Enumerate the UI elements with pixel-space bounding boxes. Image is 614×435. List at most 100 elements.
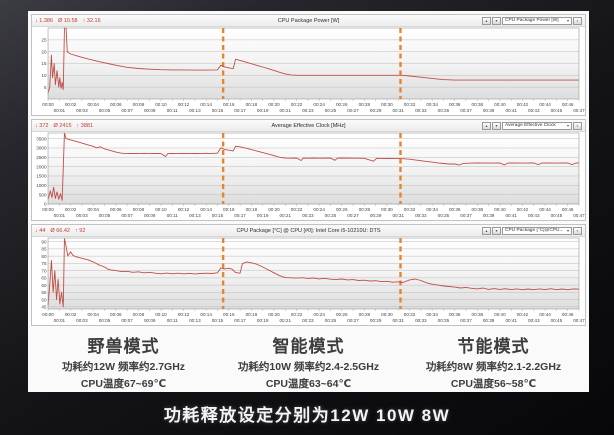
- chart-stats: ↓ 1.386 Ø 10.58 ↑ 32.16: [35, 18, 101, 24]
- power-graph: 51015202500:0000:0100:0200:0300:0400:050…: [41, 27, 585, 113]
- svg-text:00:40: 00:40: [494, 207, 506, 212]
- svg-text:00:17: 00:17: [234, 318, 246, 323]
- chart-cpu-temperature: ↓ 44 Ø 66.42 ↑ 92 CPU Package [°C] @ CPU…: [31, 224, 586, 326]
- graph-prev-button[interactable]: ▴: [482, 16, 491, 25]
- svg-text:00:02: 00:02: [65, 312, 77, 317]
- graph-menu-button[interactable]: ▪: [573, 226, 582, 235]
- chevron-down-icon: ▾: [566, 18, 569, 23]
- mode-temp: CPU温度63~64℃: [265, 378, 352, 390]
- mode-power-freq: 功耗约8W 频率约2.1-2.2GHz: [425, 361, 562, 373]
- svg-text:00:46: 00:46: [562, 207, 574, 212]
- svg-text:00:47: 00:47: [573, 108, 585, 113]
- svg-text:00:00: 00:00: [42, 207, 54, 212]
- svg-text:00:00: 00:00: [42, 102, 54, 107]
- svg-text:00:18: 00:18: [246, 207, 258, 212]
- svg-text:00:45: 00:45: [551, 213, 563, 218]
- svg-text:00:16: 00:16: [223, 102, 235, 107]
- mode-power-freq: 功耗约12W 频率约2.7GHz: [61, 361, 186, 373]
- svg-text:00:00: 00:00: [42, 312, 54, 317]
- svg-text:00:36: 00:36: [449, 102, 461, 107]
- mode-temp: CPU温度67~69℃: [80, 378, 167, 390]
- temperature-graph: 45 50 55 60 65 70 75 80 85 90 00:0000:0100:0200:03…: [41, 237, 585, 323]
- svg-text:00:26: 00:26: [336, 312, 348, 317]
- svg-text:1000: 1000: [36, 183, 47, 188]
- svg-text:00:24: 00:24: [313, 102, 325, 107]
- svg-text:00:03: 00:03: [76, 318, 88, 323]
- svg-text:00:31: 00:31: [392, 108, 404, 113]
- sensor-dropdown[interactable]: CPU Package Power [W] ▾: [502, 16, 572, 25]
- graph-next-button[interactable]: ▾: [492, 16, 501, 25]
- graph-prev-button[interactable]: ▴: [482, 121, 491, 130]
- clock-graph: 050010001500200025003000350000:0000:0100…: [36, 132, 585, 218]
- chart-header: ↓ 44 Ø 66.42 ↑ 92 CPU Package [°C] @ CPU…: [32, 225, 585, 237]
- svg-text:00:25: 00:25: [325, 318, 337, 323]
- svg-text:00:14: 00:14: [200, 102, 212, 107]
- svg-text:00:11: 00:11: [167, 318, 179, 323]
- sensor-dropdown[interactable]: CPU Package [°C]@CPU... ▾: [502, 226, 572, 235]
- svg-text:00:13: 00:13: [189, 213, 201, 218]
- svg-text:00:41: 00:41: [505, 108, 517, 113]
- chart-header: ↓ 1.386 Ø 10.58 ↑ 32.16 CPU Package Powe…: [32, 15, 585, 27]
- svg-text:00:20: 00:20: [268, 102, 280, 107]
- mode-eco: 节能模式 功耗约8W 频率约2.1-2.2GHz CPU温度56~58℃: [401, 329, 586, 393]
- graph-prev-button[interactable]: ▴: [482, 226, 491, 235]
- svg-text:00:21: 00:21: [280, 318, 292, 323]
- svg-text:00:29: 00:29: [370, 108, 382, 113]
- graph-next-button[interactable]: ▾: [492, 121, 501, 130]
- svg-text:00:46: 00:46: [562, 312, 574, 317]
- svg-text:00:35: 00:35: [438, 213, 450, 218]
- svg-text:00:02: 00:02: [65, 207, 77, 212]
- chart-cpu-package-power: ↓ 1.386 Ø 10.58 ↑ 32.16 CPU Package Powe…: [31, 14, 586, 116]
- chart-title: CPU Package [°C] @ CPU [#0]: Intel Core …: [236, 227, 381, 234]
- stat-max: ↑ 92: [74, 227, 86, 234]
- chart-controls: ▴ ▾ CPU Package Power [W] ▾ ▪: [482, 16, 582, 25]
- sensor-dropdown[interactable]: Average Effective Clock ▾: [502, 121, 572, 130]
- svg-text:00:03: 00:03: [76, 213, 88, 218]
- svg-text:00:22: 00:22: [291, 207, 303, 212]
- mode-power-freq: 功耗约10W 频率约2.4-2.5GHz: [237, 361, 380, 373]
- chart-stats: ↓ 44 Ø 66.42 ↑ 92: [35, 228, 85, 234]
- svg-text:3000: 3000: [36, 146, 47, 151]
- graph-menu-button[interactable]: ▪: [573, 121, 582, 130]
- svg-text:1500: 1500: [36, 174, 47, 179]
- svg-text:00:16: 00:16: [223, 207, 235, 212]
- graph-next-button[interactable]: ▾: [492, 226, 501, 235]
- svg-text:25: 25: [41, 38, 47, 43]
- svg-text:00:43: 00:43: [528, 213, 540, 218]
- svg-text:00:27: 00:27: [347, 318, 359, 323]
- svg-text:00:30: 00:30: [381, 312, 393, 317]
- svg-text:00:16: 00:16: [223, 312, 235, 317]
- svg-text:00:10: 00:10: [155, 102, 167, 107]
- svg-text:00:19: 00:19: [257, 318, 269, 323]
- chart-title: CPU Package Power [W]: [277, 17, 340, 24]
- svg-text:00:28: 00:28: [359, 312, 371, 317]
- svg-text:00:24: 00:24: [313, 312, 325, 317]
- mode-beast: 野兽模式 功耗约12W 频率约2.7GHz CPU温度67~69℃: [31, 329, 216, 393]
- svg-text:75: 75: [41, 261, 47, 266]
- svg-text:00:04: 00:04: [87, 102, 99, 107]
- svg-text:00:13: 00:13: [189, 318, 201, 323]
- svg-text:00:21: 00:21: [280, 213, 292, 218]
- chart-effective-clock: ↓ 372 Ø 2415 ↑ 3881 Average Effective Cl…: [31, 119, 586, 221]
- monitor-collage: ↓ 1.386 Ø 10.58 ↑ 32.16 CPU Package Powe…: [28, 11, 589, 392]
- svg-text:00:23: 00:23: [302, 318, 314, 323]
- svg-text:00:44: 00:44: [539, 207, 551, 212]
- svg-text:55: 55: [41, 290, 47, 295]
- svg-text:00:42: 00:42: [517, 312, 529, 317]
- svg-text:3500: 3500: [36, 136, 47, 141]
- svg-text:00:38: 00:38: [472, 312, 484, 317]
- svg-text:00:13: 00:13: [189, 108, 201, 113]
- svg-text:00:15: 00:15: [212, 108, 224, 113]
- stat-max: ↑ 3881: [76, 122, 94, 129]
- svg-text:00:09: 00:09: [144, 108, 156, 113]
- svg-text:00:35: 00:35: [438, 318, 450, 323]
- svg-text:2500: 2500: [36, 155, 47, 160]
- chart-stats: ↓ 372 Ø 2415 ↑ 3881: [35, 123, 93, 129]
- svg-text:00:01: 00:01: [54, 213, 66, 218]
- svg-text:80: 80: [41, 254, 47, 259]
- svg-text:00:22: 00:22: [291, 102, 303, 107]
- graph-menu-button[interactable]: ▪: [573, 16, 582, 25]
- svg-text:00:27: 00:27: [347, 213, 359, 218]
- chart-controls: ▴ ▾ CPU Package [°C]@CPU... ▾ ▪: [482, 226, 582, 235]
